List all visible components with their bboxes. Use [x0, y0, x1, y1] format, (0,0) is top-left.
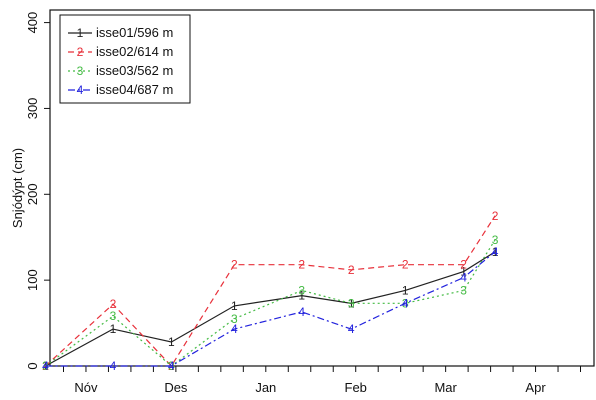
data-point-label: 3 [231, 312, 238, 326]
data-point-label: 2 [492, 209, 499, 223]
data-point-label: 3 [298, 283, 305, 297]
x-tick-label: Feb [345, 380, 367, 395]
x-tick-label: Jan [255, 380, 276, 395]
data-point-label: 4 [492, 245, 499, 259]
data-point-label: 2 [298, 258, 305, 272]
y-axis-label: Snjódýpt (cm) [10, 148, 25, 228]
data-point-label: 2 [110, 297, 117, 311]
legend: 1 isse01/596 m 2 isse02/614 m 3 isse03/562 m 4… [59, 14, 191, 104]
y-tick-label: 0 [25, 362, 40, 369]
data-point-label: 3 [460, 283, 467, 297]
legend-marker: 3 [77, 64, 84, 78]
y-tick-label: 200 [25, 183, 40, 205]
series-line-2 [45, 215, 496, 367]
legend-label: isse03/562 m [96, 63, 173, 78]
y-axis: 0 100 200 300 400 [25, 12, 50, 370]
data-point-label: 4 [110, 359, 117, 373]
data-point-label: 3 [110, 309, 117, 323]
data-point-label: 1 [492, 245, 499, 259]
data-point-label: 1 [460, 265, 467, 279]
data-point-label: 4 [402, 296, 409, 310]
data-point-label: 2 [402, 258, 409, 272]
series-line-4 [45, 251, 496, 367]
data-point-label: 4 [168, 359, 175, 373]
y-tick-label: 400 [25, 12, 40, 34]
legend-marker: 4 [77, 83, 84, 97]
legend-label: isse02/614 m [96, 44, 173, 59]
y-tick-label: 100 [25, 269, 40, 291]
x-axis: Nóv Des Jan Feb Mar Apr [62, 366, 582, 395]
data-point-label: 3 [492, 233, 499, 247]
data-point-label: 1 [231, 299, 238, 313]
data-point-label: 4 [42, 359, 49, 373]
data-point-label: 2 [460, 258, 467, 272]
data-point-label: 1 [168, 335, 175, 349]
legend-marker: 1 [77, 26, 84, 40]
x-tick-label: Des [164, 380, 188, 395]
legend-label: isse04/687 m [96, 82, 173, 97]
data-point-label: 2 [348, 263, 355, 277]
data-point-label: 4 [231, 322, 238, 336]
data-point-label: 1 [348, 296, 355, 310]
plot-frame [49, 9, 595, 367]
data-point-label: 1 [402, 283, 409, 297]
x-tick-label: Nóv [74, 380, 98, 395]
data-point-label: 2 [231, 258, 238, 272]
data-point-label: 4 [460, 271, 467, 285]
legend-box [59, 14, 191, 104]
data-point-label: 4 [298, 305, 305, 319]
legend-label: isse01/596 m [96, 25, 173, 40]
x-tick-label: Apr [525, 380, 546, 395]
data-point-label: 1 [298, 289, 305, 303]
data-point-label: 1 [110, 322, 117, 336]
series-line-1 [45, 251, 496, 367]
x-tick-label: Mar [434, 380, 457, 395]
legend-marker: 2 [77, 45, 84, 59]
data-point-label: 3 [348, 296, 355, 310]
y-tick-label: 300 [25, 98, 40, 120]
data-point-label: 4 [348, 322, 355, 336]
